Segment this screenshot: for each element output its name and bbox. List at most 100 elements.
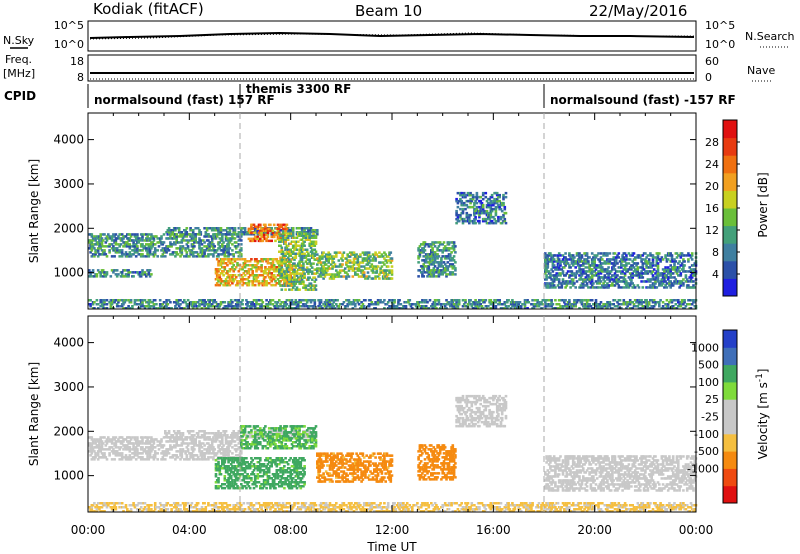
scatter-cell [475,191,479,195]
scatter-cell [683,264,686,267]
scatter-cell [417,303,420,306]
scatter-cell [573,305,576,308]
scatter-cell [597,252,600,255]
scatter-cell [279,244,282,247]
scatter-cell [370,301,374,304]
scatter-cell [161,450,165,453]
scatter-cell [252,299,256,302]
scatter-cell [571,264,575,267]
scatter-cell [179,255,182,258]
scatter-cell [312,242,315,245]
colorbar-swatch [723,120,737,139]
scatter-cell [573,303,576,306]
scatter-cell [362,273,366,276]
scatter-cell [321,253,324,256]
scatter-cell [474,221,477,225]
scatter-cell [371,277,375,280]
scatter-cell [636,268,640,271]
scatter-cell [352,253,356,256]
scatter-cell [654,303,657,306]
scatter-cell [103,249,106,252]
scatter-cell [146,253,149,256]
scatter-cell [549,260,552,263]
scatter-cell [628,299,632,302]
scatter-cell [117,273,120,276]
scatter-cell [203,227,206,230]
scatter-cell [259,225,262,229]
scatter-cell [99,436,102,439]
scatter-cell [440,257,443,260]
scatter-cell [538,303,542,306]
scatter-cell [561,258,565,261]
scatter-cell [435,307,438,310]
scatter-cell [137,303,140,306]
scatter-cell [652,268,656,271]
scatter-cell [313,254,317,257]
scatter-cell [661,258,665,261]
scatter-cell [544,301,547,304]
scatter-cell [132,271,135,274]
scatter-cell [535,303,538,306]
scatter-cell [597,286,600,289]
scatter-cell [389,261,393,264]
scatter-cell [627,252,631,255]
scatter-cell [381,271,385,274]
scatter-cell [164,452,167,455]
scatter-cell [337,265,341,268]
scatter-cell [646,254,650,257]
scatter-cell [126,245,129,248]
scatter-cell [150,436,153,439]
scatter-cell [290,272,294,275]
scatter-cell [280,270,284,273]
scatter-cell [474,303,477,306]
scatter-cell [143,271,147,274]
scatter-cell [321,307,324,310]
scatter-cell [210,303,214,306]
scatter-cell [264,270,267,273]
scatter-cell [616,262,619,265]
scatter-cell [96,255,100,258]
scatter-cell [293,274,296,277]
scatter-cell [319,301,323,304]
scatter-cell [304,260,308,263]
scatter-cell [589,264,593,267]
scatter-cell [271,276,275,279]
scatter-cell [612,262,615,265]
scatter-cell [606,278,609,281]
scatter-cell [262,227,266,231]
scatter-cell [91,440,95,443]
scatter-cell [430,251,433,254]
scatter-cell [264,225,267,229]
scatter-cell [454,269,457,272]
scatter-cell [678,260,681,263]
scatter-cell [585,284,589,287]
scatter-cell [101,448,105,451]
scatter-cell [487,201,490,205]
scatter-cell [284,225,287,229]
scatter-cell [481,207,485,211]
scatter-cell [153,251,157,254]
scatter-cell [479,209,482,213]
scatter-cell [345,257,348,260]
scatter-cell [587,274,590,277]
scatter-cell [312,229,315,232]
scatter-cell [462,303,466,306]
scatter-cell [248,301,252,304]
nsearch-label: N.Search [745,30,795,43]
scatter-cell [481,219,485,223]
scatter-cell [281,268,285,271]
scatter-cell [251,301,254,304]
scatter-cell [289,248,292,251]
scatter-cell [500,209,504,213]
scatter-cell [573,282,576,285]
scatter-cell [295,270,299,273]
scatter-cell [262,305,266,308]
scatter-cell [622,299,626,302]
scatter-cell [100,444,104,447]
scatter-cell [598,282,602,285]
scatter-cell [176,303,180,306]
scatter-cell [118,452,121,455]
scatter-cell [172,241,176,244]
scatter-cell [328,301,332,304]
scatter-cell [256,235,260,239]
